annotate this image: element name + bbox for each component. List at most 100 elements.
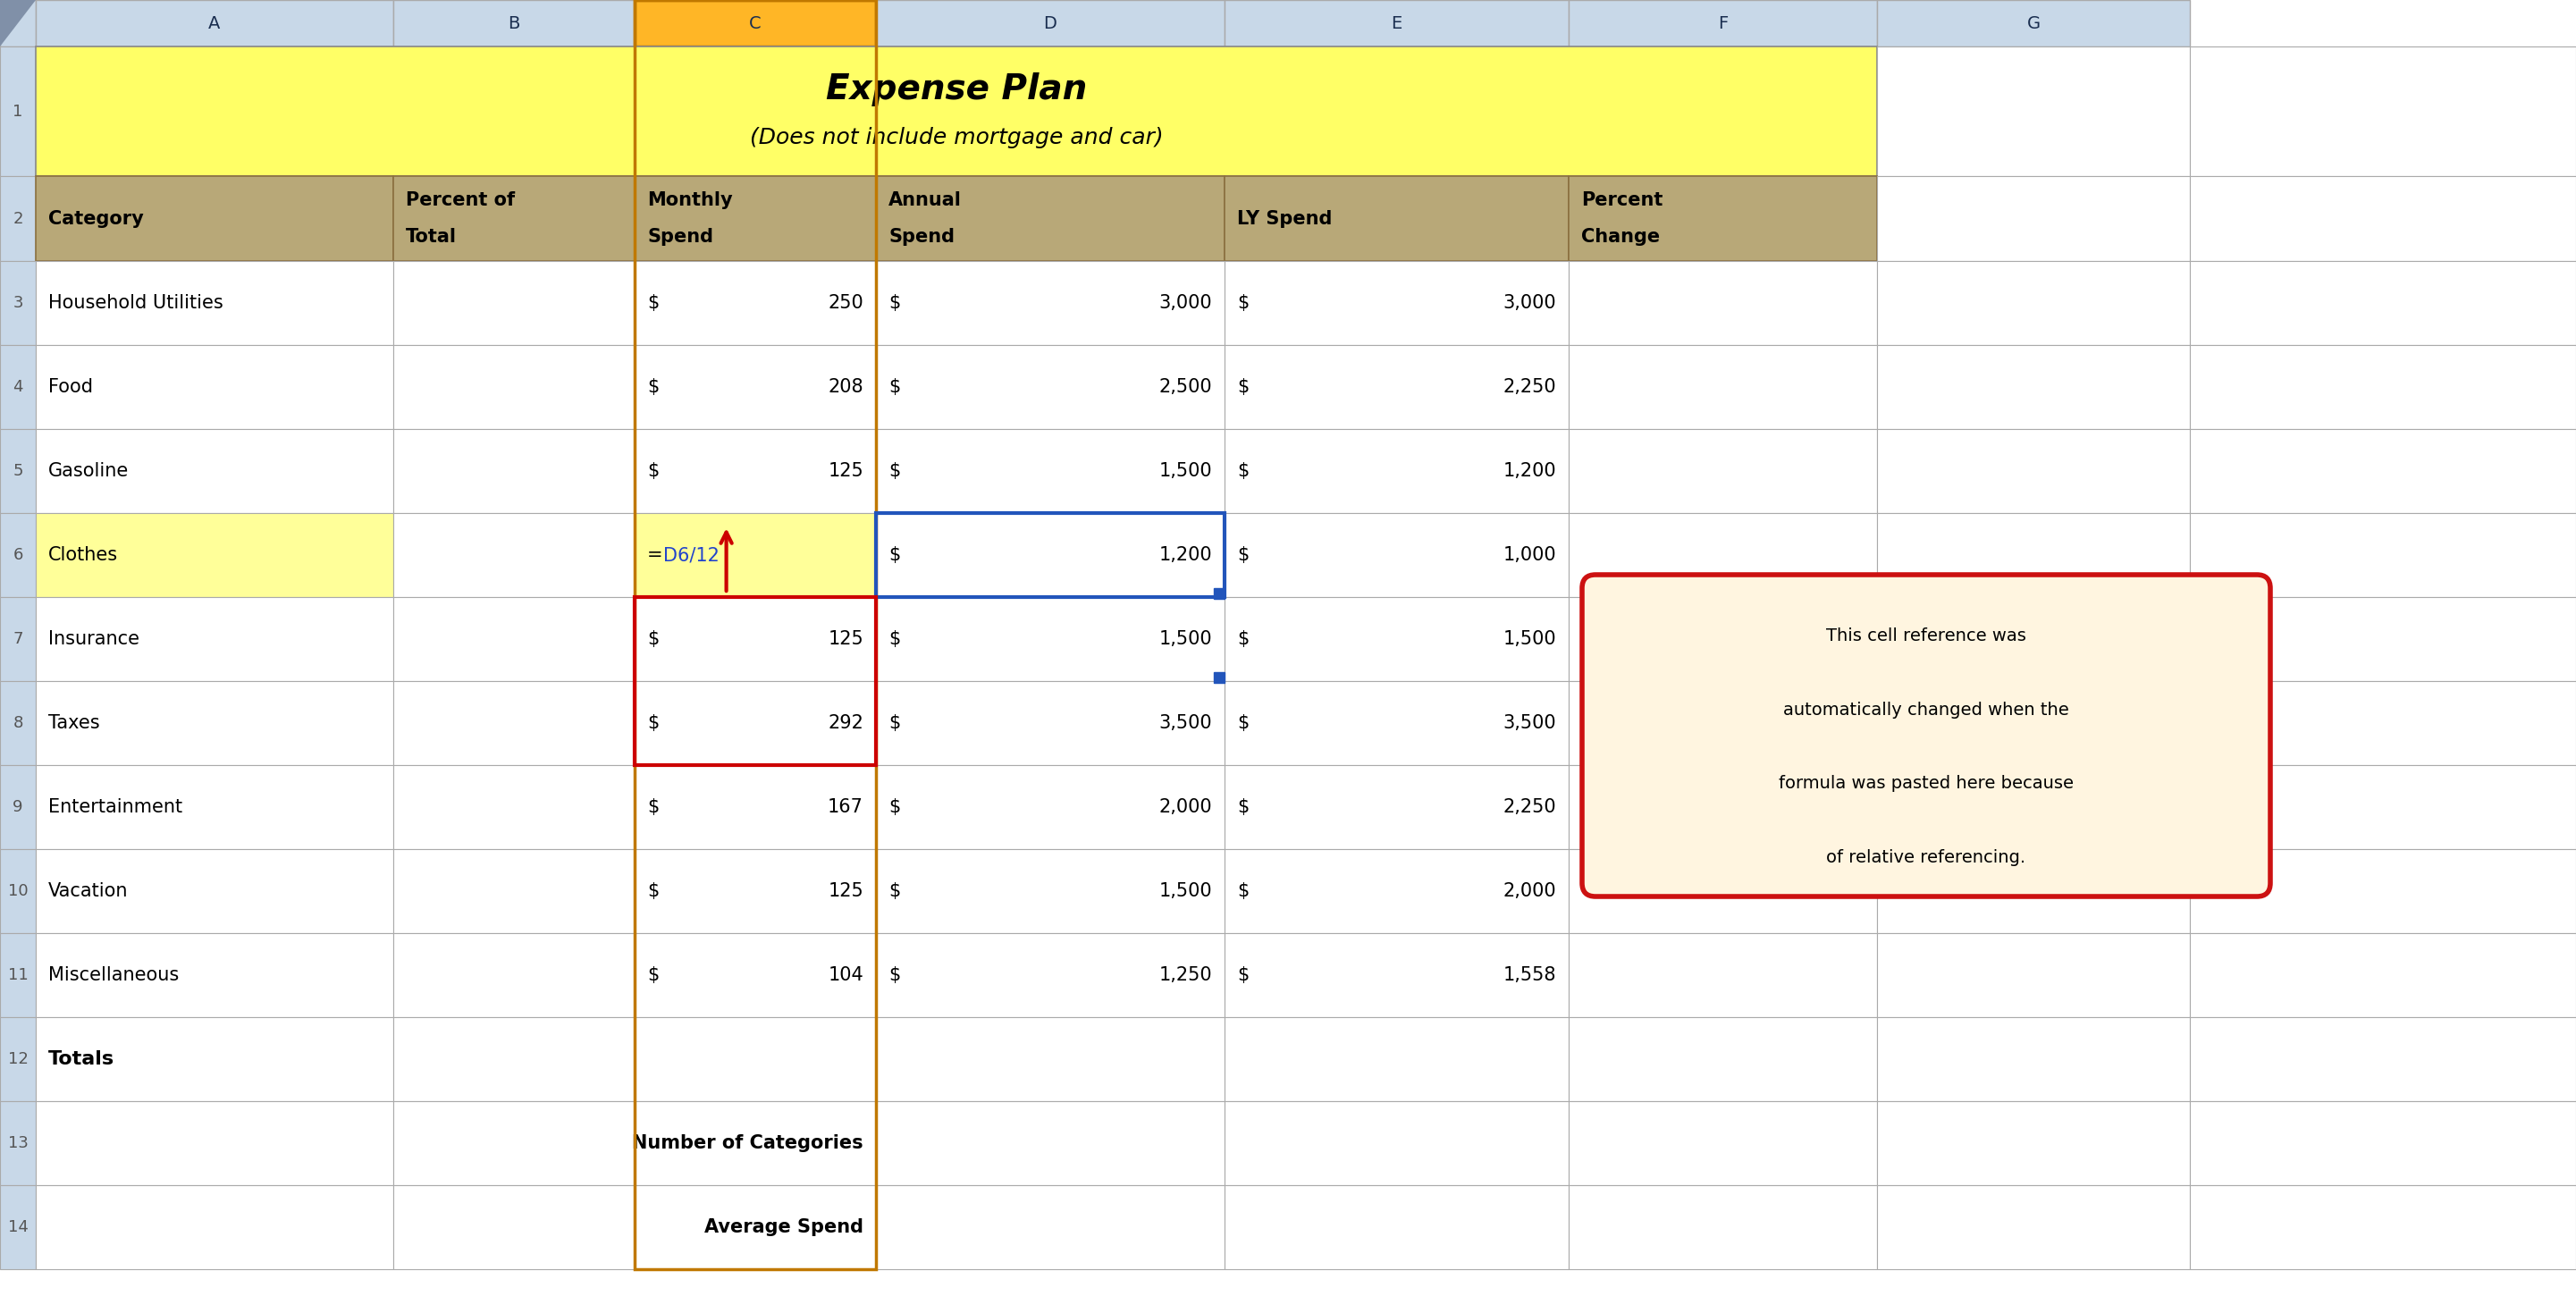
Bar xyxy=(634,597,876,681)
Bar xyxy=(394,176,634,261)
Text: automatically changed when the: automatically changed when the xyxy=(1783,701,2069,718)
Bar xyxy=(36,681,394,765)
Text: 3,000: 3,000 xyxy=(1502,294,1556,312)
Bar xyxy=(634,0,876,46)
Text: 3,500: 3,500 xyxy=(1159,714,1213,733)
Bar xyxy=(394,850,634,934)
Text: $: $ xyxy=(647,798,659,817)
Text: $: $ xyxy=(647,714,659,733)
Bar xyxy=(1878,765,2190,850)
Bar xyxy=(394,261,634,345)
Text: $: $ xyxy=(889,378,899,397)
Text: 292: 292 xyxy=(827,714,863,733)
Bar xyxy=(0,765,36,850)
Text: $: $ xyxy=(1236,798,1249,817)
Text: 2,000: 2,000 xyxy=(1159,798,1213,817)
Bar xyxy=(394,934,634,1018)
Bar xyxy=(394,681,634,765)
Bar xyxy=(634,0,876,1270)
Text: 13: 13 xyxy=(8,1136,28,1152)
Text: Food: Food xyxy=(49,378,93,397)
Text: 167: 167 xyxy=(827,798,863,817)
Bar xyxy=(1224,934,1569,1018)
Bar xyxy=(1569,850,1878,934)
Text: 3,500: 3,500 xyxy=(1502,714,1556,733)
Bar xyxy=(876,1018,1224,1102)
Text: $: $ xyxy=(647,294,659,312)
Bar xyxy=(634,261,876,345)
Text: $: $ xyxy=(889,966,899,983)
Text: $: $ xyxy=(1236,294,1249,312)
Bar xyxy=(0,345,36,429)
Bar xyxy=(36,1186,394,1270)
Text: 125: 125 xyxy=(827,462,863,481)
Bar xyxy=(0,0,36,46)
Bar xyxy=(36,765,394,850)
Text: $: $ xyxy=(1236,882,1249,901)
Bar xyxy=(0,1102,36,1186)
Bar xyxy=(1224,1102,1569,1186)
Bar xyxy=(2190,1018,2576,1102)
Bar xyxy=(1224,1018,1569,1102)
Bar xyxy=(0,1018,36,1102)
Bar xyxy=(0,850,36,934)
Text: F: F xyxy=(1718,14,1728,32)
Text: LY Spend: LY Spend xyxy=(1236,210,1332,227)
Text: B: B xyxy=(507,14,520,32)
Bar xyxy=(876,1186,1224,1270)
Text: 1,500: 1,500 xyxy=(1159,882,1213,901)
Text: G: G xyxy=(2027,14,2040,32)
Text: E: E xyxy=(1391,14,1401,32)
Text: 250: 250 xyxy=(827,294,863,312)
Bar xyxy=(36,46,1878,176)
Bar xyxy=(1878,850,2190,934)
Text: Category: Category xyxy=(49,210,144,227)
Bar xyxy=(36,513,394,597)
Text: Total: Total xyxy=(407,228,456,246)
Text: 1,500: 1,500 xyxy=(1159,462,1213,481)
Text: Taxes: Taxes xyxy=(49,714,100,733)
Text: 2,000: 2,000 xyxy=(1502,882,1556,901)
Bar xyxy=(876,176,1224,261)
Bar xyxy=(876,681,1224,765)
Text: $: $ xyxy=(889,798,899,817)
Text: 3: 3 xyxy=(13,295,23,311)
Bar xyxy=(0,261,36,345)
Bar xyxy=(0,1186,36,1270)
Text: 125: 125 xyxy=(827,630,863,649)
Bar xyxy=(36,0,394,46)
Text: Totals: Totals xyxy=(49,1050,113,1067)
Text: 3,000: 3,000 xyxy=(1159,294,1213,312)
Bar xyxy=(2190,429,2576,513)
Text: Average Spend: Average Spend xyxy=(703,1218,863,1236)
Text: $: $ xyxy=(647,630,659,649)
Bar xyxy=(394,345,634,429)
Text: 4: 4 xyxy=(13,379,23,395)
Text: Percent of: Percent of xyxy=(407,190,515,209)
Text: Insurance: Insurance xyxy=(49,630,139,649)
Bar xyxy=(0,176,36,261)
Bar xyxy=(1569,765,1878,850)
Bar xyxy=(1569,429,1878,513)
Bar xyxy=(1224,1186,1569,1270)
Bar xyxy=(394,513,634,597)
Bar xyxy=(1569,934,1878,1018)
Text: $: $ xyxy=(1236,378,1249,397)
Text: $: $ xyxy=(647,966,659,983)
Bar xyxy=(634,429,876,513)
Bar xyxy=(634,513,876,597)
Bar xyxy=(36,934,394,1018)
Bar xyxy=(2190,261,2576,345)
Text: $: $ xyxy=(647,882,659,901)
Text: $: $ xyxy=(1236,714,1249,733)
Text: $: $ xyxy=(1236,630,1249,649)
Bar xyxy=(1224,681,1569,765)
Text: 7: 7 xyxy=(13,632,23,647)
Text: Percent: Percent xyxy=(1582,190,1664,209)
Text: 12: 12 xyxy=(8,1052,28,1067)
Bar xyxy=(2190,597,2576,681)
Bar xyxy=(876,597,1224,681)
Polygon shape xyxy=(0,0,36,46)
Bar xyxy=(1569,1018,1878,1102)
Text: $: $ xyxy=(1236,966,1249,983)
